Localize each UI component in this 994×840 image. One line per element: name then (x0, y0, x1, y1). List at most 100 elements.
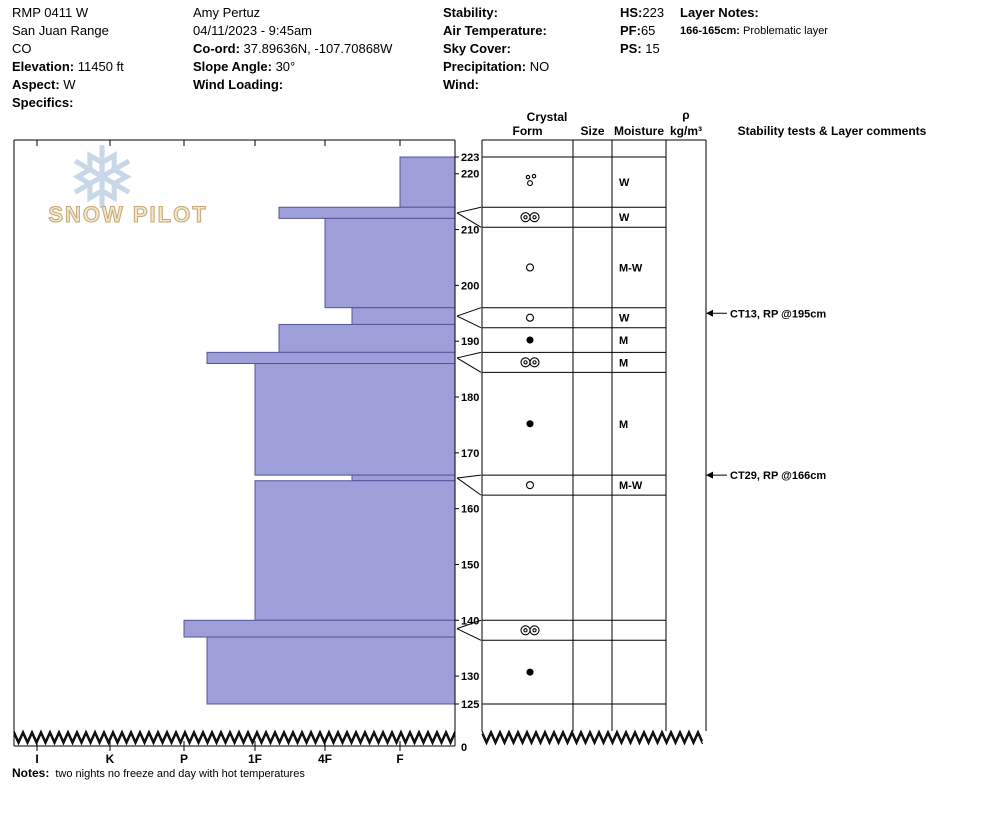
layer-bar (278, 206, 456, 219)
range-text: San Juan Range (12, 23, 109, 38)
datetime-text: 04/11/2023 - 9:45am (193, 23, 313, 38)
layer-bar (351, 307, 456, 325)
aspect-row: Aspect: W (12, 76, 124, 94)
header-observer-block: Amy Pertuz 04/11/2023 - 9:45am Co-ord: 3… (193, 4, 392, 94)
grain-melt-cluster-icon (529, 212, 540, 223)
grain-melt-cluster-icon (523, 628, 528, 633)
state-text: CO (12, 41, 32, 56)
stability-test-label: CT13, RP @195cm (730, 308, 826, 320)
thin-layer-connector (456, 477, 482, 496)
specifics-row: Specifics: (12, 94, 124, 112)
grain-melt-cluster-icon (520, 212, 531, 223)
grain-dark-round-icon (526, 668, 534, 676)
depth-label: 180 (461, 392, 479, 404)
density-header: ρ (682, 108, 689, 122)
pf-row: PF:65 (620, 22, 664, 40)
layer-notes-label: Layer Notes: (680, 5, 759, 20)
depth-break-zigzag (13, 732, 456, 746)
moisture-value: M (619, 357, 628, 369)
hardness-label: 1F (248, 752, 262, 766)
layer-bar (254, 363, 456, 476)
wind-loading-row: Wind Loading: (193, 76, 392, 94)
grain-melt-cluster-icon (529, 625, 540, 636)
depth-break-zigzag (13, 729, 456, 743)
thin-layer-connector (456, 307, 482, 317)
ps-value: 15 (641, 41, 660, 56)
depth-label: 220 (461, 169, 479, 181)
wind-label: Wind: (443, 77, 479, 92)
depth-zero-label: 0 (461, 742, 467, 754)
moisture-value: M-W (619, 480, 643, 492)
hardness-label: I (35, 752, 38, 766)
depth-label: 130 (461, 671, 479, 683)
grain-dark-round-icon (526, 336, 534, 344)
precip-label: Precipitation: (443, 59, 527, 74)
thin-layer-connector (456, 315, 482, 329)
air-temp-row: Air Temperature: (443, 22, 549, 40)
hardness-label: P (180, 752, 188, 766)
pit-name-text: RMP 0411 W (12, 5, 89, 20)
thin-layer-connector (456, 619, 482, 630)
wind-row: Wind: (443, 76, 549, 94)
coord-label: Co-ord: (193, 41, 240, 56)
grain-precip-particles-icon (525, 174, 531, 180)
hardness-label: F (396, 752, 403, 766)
grain-melt-cluster-icon (532, 215, 537, 220)
depth-label: 160 (461, 504, 479, 516)
thin-layer-connector (456, 206, 482, 214)
moisture-value: M-W (619, 262, 643, 274)
moisture-value: W (619, 313, 630, 325)
comments-header: Stability tests & Layer comments (738, 124, 927, 138)
test-arrow-head (706, 471, 713, 479)
pit-name: RMP 0411 W (12, 4, 124, 22)
depth-label: 150 (461, 559, 479, 571)
header-snowpack-block: HS:223 PF:65 PS: 15 (620, 4, 664, 58)
thin-layer-connector (456, 212, 482, 228)
mountain-range: San Juan Range (12, 22, 124, 40)
notes-row: Notes: two nights no freeze and day with … (12, 766, 305, 780)
depth-label: 170 (461, 448, 479, 460)
layer-note-row: 166-165cm: Problematic layer (680, 22, 828, 40)
hardness-label: K (106, 752, 115, 766)
moisture-value: M (619, 335, 628, 347)
elevation-value: 11450 ft (74, 59, 124, 74)
thin-layer-connector (456, 357, 482, 373)
layer-bar (206, 636, 456, 705)
wind-loading-label: Wind Loading: (193, 77, 284, 92)
depth-label: 125 (461, 699, 479, 711)
grain-melt-cluster-icon (520, 357, 531, 368)
layer-notes-title: Layer Notes: (680, 4, 828, 22)
ps-label: PS: (620, 41, 642, 56)
layer-note-range: 166-165cm: (680, 25, 740, 37)
moisture-header: Moisture (614, 124, 664, 138)
thin-layer-connector (456, 351, 482, 359)
header-layer-notes-block: Layer Notes: 166-165cm: Problematic laye… (680, 4, 828, 40)
aspect-label: Aspect: (12, 77, 60, 92)
snowflake-icon: ❅ (66, 129, 139, 229)
grain-melt-cluster-icon (520, 625, 531, 636)
grain-melt-cluster-icon (532, 360, 537, 365)
grain-melt-cluster-icon (532, 628, 537, 633)
sky-cover-label: Sky Cover: (443, 41, 511, 56)
snowpilot-watermark: ❅ SNOW PILOT (42, 136, 214, 246)
hs-label: HS: (620, 5, 643, 20)
observer-name: Amy Pertuz (193, 5, 261, 20)
observer-row: Amy Pertuz (193, 4, 392, 22)
snowpilot-logo-text: SNOW PILOT (48, 202, 208, 228)
layer-bar (324, 217, 456, 309)
grain-round-icon (525, 263, 535, 272)
specifics-label: Specifics: (12, 95, 74, 110)
hardness-label: 4F (318, 752, 332, 766)
datetime-row: 04/11/2023 - 9:45am (193, 22, 392, 40)
coord-value: 37.89636N, -107.70868W (239, 41, 393, 56)
grain-precip-particles-icon (527, 180, 533, 187)
coord-row: Co-ord: 37.89636N, -107.70868W (193, 40, 392, 58)
thin-layer-connector (456, 474, 482, 479)
depth-label: 140 (461, 615, 479, 627)
hs-row: HS:223 (620, 4, 664, 22)
stability-label: Stability: (443, 5, 498, 20)
grain-round-icon (525, 481, 535, 490)
sky-cover-row: Sky Cover: (443, 40, 549, 58)
hs-value: 223 (642, 5, 665, 20)
